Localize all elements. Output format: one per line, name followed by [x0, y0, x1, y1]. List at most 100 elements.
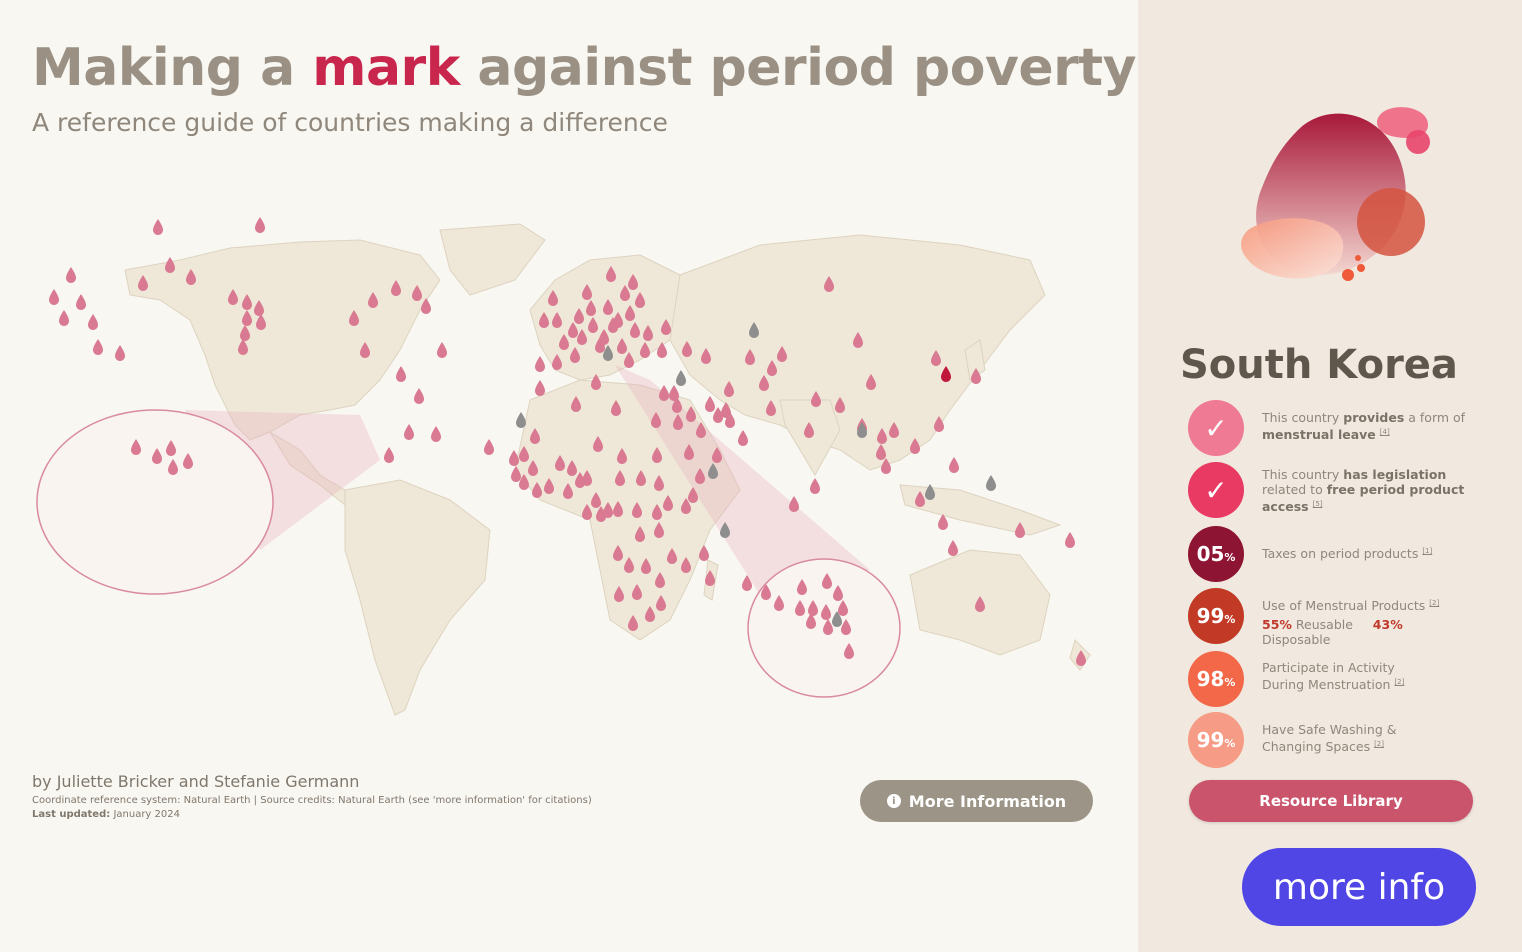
country-pin-gray-icon[interactable]	[832, 611, 842, 627]
country-pin-icon[interactable]	[238, 339, 248, 355]
country-pin-icon[interactable]	[672, 397, 682, 413]
country-pin-icon[interactable]	[611, 400, 621, 416]
country-pin-icon[interactable]	[881, 458, 891, 474]
country-pin-icon[interactable]	[669, 385, 679, 401]
country-pin-gray-icon[interactable]	[720, 522, 730, 538]
country-pin-icon[interactable]	[654, 475, 664, 491]
country-pin-icon[interactable]	[168, 459, 178, 475]
country-pin-icon[interactable]	[66, 267, 76, 283]
world-map[interactable]	[0, 200, 1138, 760]
country-pin-icon[interactable]	[165, 257, 175, 273]
country-pin-icon[interactable]	[808, 600, 818, 616]
citation-link[interactable]: [2]	[1429, 599, 1440, 607]
country-pin-icon[interactable]	[596, 506, 606, 522]
country-pin-icon[interactable]	[360, 342, 370, 358]
country-pin-icon[interactable]	[931, 350, 941, 366]
selected-country-pin-icon[interactable]	[941, 366, 951, 382]
country-pin-icon[interactable]	[804, 422, 814, 438]
country-pin-gray-icon[interactable]	[749, 322, 759, 338]
country-pin-icon[interactable]	[767, 360, 777, 376]
country-pin-icon[interactable]	[519, 474, 529, 490]
country-pin-gray-icon[interactable]	[516, 412, 526, 428]
country-pin-icon[interactable]	[593, 436, 603, 452]
country-pin-icon[interactable]	[582, 470, 592, 486]
country-pin-icon[interactable]	[632, 584, 642, 600]
country-pin-icon[interactable]	[509, 450, 519, 466]
country-pin-icon[interactable]	[582, 504, 592, 520]
country-pin-icon[interactable]	[659, 385, 669, 401]
country-pin-icon[interactable]	[76, 294, 86, 310]
country-pin-icon[interactable]	[635, 292, 645, 308]
country-pin-icon[interactable]	[535, 380, 545, 396]
country-pin-icon[interactable]	[844, 643, 854, 659]
country-pin-icon[interactable]	[591, 374, 601, 390]
country-pin-gray-icon[interactable]	[708, 463, 718, 479]
country-pin-icon[interactable]	[833, 585, 843, 601]
country-pin-icon[interactable]	[654, 522, 664, 538]
country-pin-icon[interactable]	[810, 478, 820, 494]
country-pin-icon[interactable]	[701, 348, 711, 364]
country-pin-icon[interactable]	[396, 366, 406, 382]
country-pin-icon[interactable]	[652, 504, 662, 520]
country-pin-icon[interactable]	[349, 310, 359, 326]
country-pin-icon[interactable]	[88, 314, 98, 330]
country-pin-icon[interactable]	[591, 492, 601, 508]
country-pin-icon[interactable]	[588, 317, 598, 333]
country-pin-icon[interactable]	[575, 472, 585, 488]
country-pin-icon[interactable]	[166, 440, 176, 456]
country-pin-icon[interactable]	[761, 584, 771, 600]
country-pin-icon[interactable]	[511, 466, 521, 482]
country-pin-icon[interactable]	[915, 491, 925, 507]
country-pin-icon[interactable]	[613, 501, 623, 517]
country-pin-icon[interactable]	[971, 368, 981, 384]
country-pin-icon[interactable]	[684, 444, 694, 460]
country-pin-icon[interactable]	[673, 414, 683, 430]
country-pin-icon[interactable]	[606, 266, 616, 282]
country-pin-icon[interactable]	[934, 416, 944, 432]
country-pin-icon[interactable]	[651, 412, 661, 428]
country-pin-icon[interactable]	[595, 337, 605, 353]
country-pin-icon[interactable]	[559, 334, 569, 350]
country-pin-icon[interactable]	[391, 280, 401, 296]
country-pin-icon[interactable]	[661, 319, 671, 335]
land-japan[interactable]	[964, 339, 986, 381]
country-pin-icon[interactable]	[615, 470, 625, 486]
pins-layer[interactable]	[49, 200, 1086, 666]
country-pin-icon[interactable]	[724, 381, 734, 397]
caribbean-zoom-circle[interactable]	[36, 409, 274, 595]
country-pin-icon[interactable]	[824, 276, 834, 292]
country-pin-gray-icon[interactable]	[986, 475, 996, 491]
country-pin-icon[interactable]	[138, 275, 148, 291]
country-pin-icon[interactable]	[663, 495, 673, 511]
citation-link[interactable]: [4]	[1379, 428, 1390, 436]
country-pin-icon[interactable]	[853, 332, 863, 348]
country-pin-icon[interactable]	[586, 300, 596, 316]
country-pin-icon[interactable]	[628, 274, 638, 290]
country-pin-icon[interactable]	[256, 314, 266, 330]
country-pin-icon[interactable]	[613, 312, 623, 328]
country-pin-icon[interactable]	[555, 455, 565, 471]
country-pin-icon[interactable]	[563, 483, 573, 499]
country-pin-icon[interactable]	[725, 412, 735, 428]
country-pin-icon[interactable]	[539, 312, 549, 328]
country-pin-gray-icon[interactable]	[857, 422, 867, 438]
citation-link[interactable]: [2]	[1374, 740, 1384, 748]
country-pin-icon[interactable]	[688, 487, 698, 503]
country-pin-icon[interactable]	[681, 557, 691, 573]
country-pin-gray-icon[interactable]	[603, 345, 613, 361]
country-pin-icon[interactable]	[835, 397, 845, 413]
country-pin-icon[interactable]	[255, 217, 265, 233]
country-pin-icon[interactable]	[877, 428, 887, 444]
country-pin-icon[interactable]	[625, 305, 635, 321]
resource-library-button[interactable]: Resource Library	[1189, 780, 1473, 822]
country-pin-icon[interactable]	[838, 600, 848, 616]
country-pin-icon[interactable]	[797, 579, 807, 595]
country-pin-icon[interactable]	[608, 317, 618, 333]
country-pin-icon[interactable]	[774, 595, 784, 611]
country-pin-icon[interactable]	[544, 478, 554, 494]
country-pin-icon[interactable]	[712, 447, 722, 463]
country-pin-icon[interactable]	[823, 619, 833, 635]
country-pin-icon[interactable]	[866, 374, 876, 390]
country-pin-icon[interactable]	[577, 329, 587, 345]
country-pin-icon[interactable]	[186, 269, 196, 285]
